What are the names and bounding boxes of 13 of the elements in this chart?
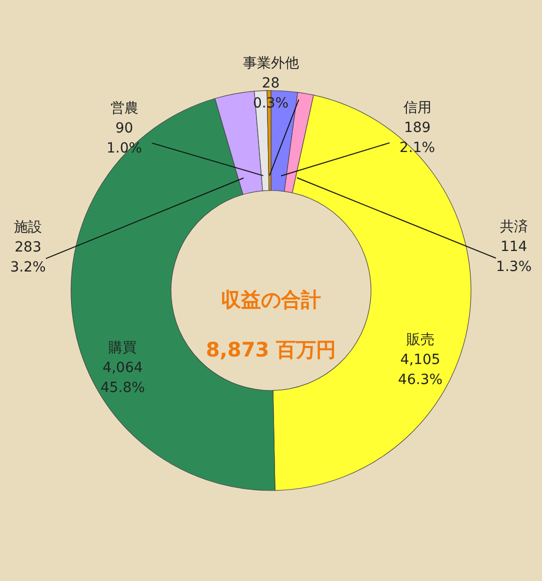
slice-label: 販売 [406,332,434,348]
text: 8,873 百万円 [206,338,336,362]
slice-label: 施設 [14,220,42,236]
data-label: 114 1.3% [496,239,532,276]
data-label: 4,105 46.3% [398,352,443,388]
data-label: 4,064 45.8% [100,360,145,396]
slice-label: 事業外他 [242,56,299,72]
data-label: 283 3.2% [10,240,46,276]
slice-label: 営農 [110,100,138,116]
slice-label: 共済 [500,219,528,236]
slice-label: 購買 [108,340,137,356]
slice-label: 信用 [403,100,432,116]
text: 収益の合計 [221,288,321,312]
